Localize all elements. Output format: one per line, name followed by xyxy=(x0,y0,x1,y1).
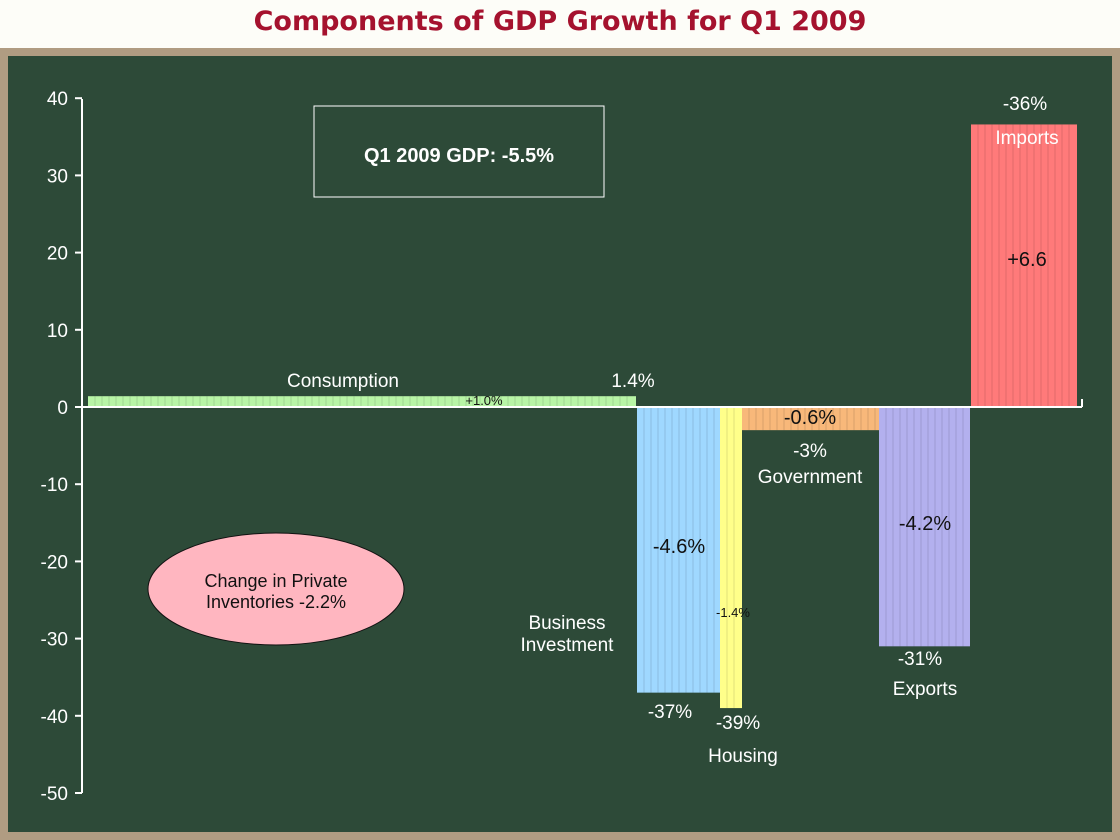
value-label-housing: -39% xyxy=(716,713,760,734)
bar-imports xyxy=(971,124,1077,407)
gdp-box-text: Q1 2009 GDP: -5.5% xyxy=(364,145,554,167)
contribution-label-consumption: +1.0% xyxy=(465,393,503,408)
category-label-imports: Imports xyxy=(995,128,1058,149)
contribution-label-government: -0.6% xyxy=(784,407,836,429)
value-label-imports: -36% xyxy=(1003,94,1047,115)
y-tick-label: -20 xyxy=(41,552,68,573)
bars xyxy=(88,124,1077,709)
category-label-housing: Housing xyxy=(708,746,778,767)
y-tick-label: -40 xyxy=(41,707,68,728)
bar-housing xyxy=(720,407,742,709)
inventory-ellipse xyxy=(147,532,405,646)
inventory-note-line-1: Change in Private xyxy=(204,571,347,591)
category-label-business-line-1: Business xyxy=(528,613,605,634)
value-label-exports: -31% xyxy=(898,649,942,670)
category-label-government: Government xyxy=(758,467,863,488)
value-label-government: -3% xyxy=(793,441,827,462)
category-label-business-line-2: Investment xyxy=(521,635,615,656)
inventory-note-line-2: Inventories -2.2% xyxy=(206,592,346,612)
y-axis: 40 30 20 10 0 -10 -20 -30 -40 -50 xyxy=(41,89,82,805)
category-label-exports: Exports xyxy=(893,679,957,700)
inventory-note: Change in Private Inventories -2.2% xyxy=(147,532,405,646)
labels: Consumption Business Investment Housing … xyxy=(287,94,1059,767)
y-tick-label: 0 xyxy=(57,398,68,419)
y-tick-label: 20 xyxy=(47,244,68,265)
y-tick-label: -30 xyxy=(41,630,68,651)
y-tick-label: -10 xyxy=(41,475,68,496)
value-label-business: -37% xyxy=(648,702,692,723)
bar-consumption xyxy=(88,396,636,407)
y-tick-label: 30 xyxy=(47,166,68,187)
y-tick-label: 10 xyxy=(47,321,68,342)
bar-exports xyxy=(879,407,970,647)
contribution-label-imports: +6.6 xyxy=(1007,249,1046,271)
bar-business-investment xyxy=(637,407,720,693)
contribution-label-housing: -1.4% xyxy=(716,605,750,620)
bar-government xyxy=(742,407,879,431)
y-tick-label: 40 xyxy=(47,89,68,110)
contribution-label-exports: -4.2% xyxy=(899,513,951,535)
value-label-consumption: 1.4% xyxy=(611,371,654,392)
contribution-label-business: -4.6% xyxy=(653,536,705,558)
gdp-box: Q1 2009 GDP: -5.5% xyxy=(313,105,605,198)
y-tick-label: -50 xyxy=(41,784,68,805)
gdp-box-border xyxy=(313,105,605,198)
category-label-consumption: Consumption xyxy=(287,371,399,392)
chart-title: Components of GDP Growth for Q1 2009 xyxy=(253,6,867,37)
